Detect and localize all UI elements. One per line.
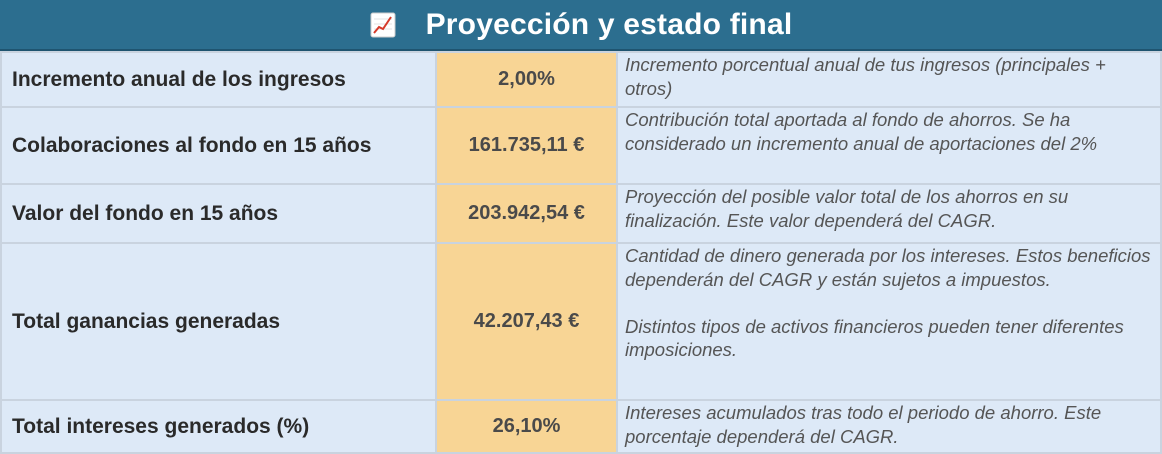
description-text: Distintos tipos de activos financieros p… (625, 315, 1124, 361)
row-description: Contribución total aportada al fondo de … (616, 106, 1162, 185)
section-header: Proyección y estado final (0, 0, 1162, 51)
row-label: Total intereses generados (%) (0, 399, 437, 454)
row-label: Incremento anual de los ingresos (0, 51, 437, 108)
paragraph-gap (625, 291, 1156, 315)
row-description: Proyección del posible valor total de lo… (616, 183, 1162, 244)
row-value: 161.735,11 € (435, 106, 618, 185)
table-row: Total ganancias generadas 42.207,43 € Ca… (0, 242, 1162, 401)
row-description: Incremento porcentual anual de tus ingre… (616, 51, 1162, 108)
table-row: Valor del fondo en 15 años 203.942,54 € … (0, 183, 1162, 244)
row-value: 26,10% (435, 399, 618, 454)
row-description: Intereses acumulados tras todo el period… (616, 399, 1162, 454)
row-value: 42.207,43 € (435, 242, 618, 401)
row-value: 2,00% (435, 51, 618, 108)
row-label: Total ganancias generadas (0, 242, 437, 401)
table-row: Total intereses generados (%) 26,10% Int… (0, 399, 1162, 454)
table-row: Incremento anual de los ingresos 2,00% I… (0, 51, 1162, 108)
row-value: 203.942,54 € (435, 183, 618, 244)
row-label: Colaboraciones al fondo en 15 años (0, 106, 437, 185)
description-text: Contribución total aportada al fondo de … (625, 109, 1098, 154)
chart-increasing-icon (370, 12, 396, 38)
description-text: Cantidad de dinero generada por los inte… (625, 245, 1151, 290)
table-row: Colaboraciones al fondo en 15 años 161.7… (0, 106, 1162, 185)
description-text: Intereses acumulados tras todo el period… (625, 402, 1102, 447)
description-text: Proyección del posible valor total de lo… (625, 186, 1069, 231)
row-description: Cantidad de dinero generada por los inte… (616, 242, 1162, 401)
description-text: Incremento porcentual anual de tus ingre… (625, 54, 1106, 99)
row-label: Valor del fondo en 15 años (0, 183, 437, 244)
page-title: Proyección y estado final (425, 7, 793, 41)
projection-table: Incremento anual de los ingresos 2,00% I… (0, 51, 1162, 454)
